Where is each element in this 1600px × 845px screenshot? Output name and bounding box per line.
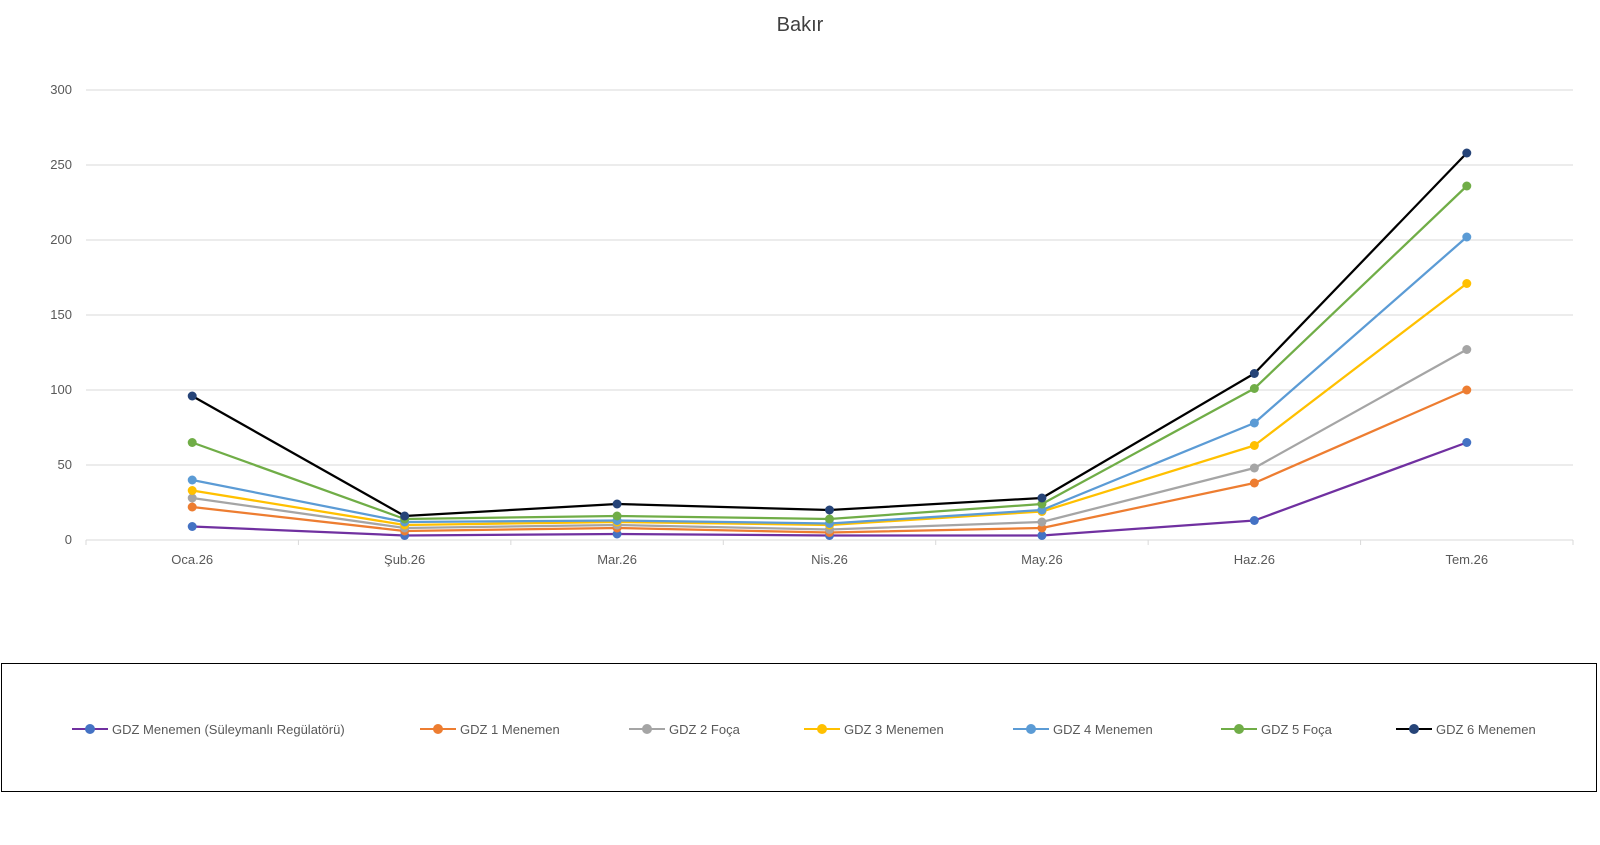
legend-swatch xyxy=(1221,721,1257,737)
data-point xyxy=(1462,438,1472,447)
data-point xyxy=(1249,384,1259,393)
data-point xyxy=(1037,531,1047,540)
data-point xyxy=(1249,441,1259,450)
legend-label: GDZ 4 Menemen xyxy=(1053,721,1153,737)
legend-item: GDZ Menemen (Süleymanlı Regülatörü) xyxy=(72,721,345,737)
data-point xyxy=(825,505,834,515)
series-line-7 xyxy=(191,152,1468,518)
legend-label: GDZ 6 Menemen xyxy=(1436,721,1536,737)
legend-label: GDZ Menemen (Süleymanlı Regülatörü) xyxy=(112,721,345,737)
data-point xyxy=(1037,517,1047,527)
x-tick-label: Haz.26 xyxy=(1234,552,1275,567)
data-point xyxy=(187,486,197,495)
legend-label: GDZ 3 Menemen xyxy=(844,721,944,737)
y-tick-label: 250 xyxy=(50,157,72,172)
y-tick-label: 300 xyxy=(50,82,72,97)
legend-swatch xyxy=(72,721,108,737)
data-point xyxy=(1249,369,1259,378)
legend-item: GDZ 5 Foça xyxy=(1221,721,1332,737)
data-point xyxy=(187,493,197,503)
data-point xyxy=(187,502,197,512)
legend-swatch xyxy=(804,721,840,737)
data-point xyxy=(825,514,834,524)
data-point xyxy=(187,522,197,531)
y-tick-label: 100 xyxy=(50,382,72,397)
data-point xyxy=(1462,181,1472,191)
x-tick-label: Mar.26 xyxy=(597,552,637,567)
legend-swatch xyxy=(420,721,456,737)
data-point xyxy=(187,475,197,485)
legend-item: GDZ 6 Menemen xyxy=(1396,721,1536,737)
x-tick-label: Oca.26 xyxy=(171,552,213,567)
series-line-5 xyxy=(191,236,1468,525)
chart-title: Bakır xyxy=(776,14,824,36)
data-point xyxy=(187,391,197,401)
legend-label: GDZ 2 Foça xyxy=(669,721,740,737)
legend-item: GDZ 4 Menemen xyxy=(1013,721,1153,737)
x-tick-label: Nis.26 xyxy=(811,552,848,567)
series-line-3 xyxy=(192,348,1468,531)
legend-swatch xyxy=(1396,721,1432,737)
data-point xyxy=(1249,418,1259,428)
legend-item: GDZ 1 Menemen xyxy=(420,721,560,737)
data-point xyxy=(400,511,410,521)
legend-label: GDZ 1 Menemen xyxy=(460,721,560,737)
legend-swatch xyxy=(629,721,665,737)
legend: GDZ Menemen (Süleymanlı Regülatörü) GDZ 1… xyxy=(1,663,1597,792)
x-tick-label: Tem.26 xyxy=(1445,552,1488,567)
y-tick-label: 50 xyxy=(58,457,72,472)
x-tick-label: Şub.26 xyxy=(384,552,425,567)
legend-label: GDZ 5 Foça xyxy=(1261,721,1332,737)
data-point xyxy=(1462,385,1472,395)
y-tick-label: 200 xyxy=(50,232,72,247)
legend-item: GDZ 2 Foça xyxy=(629,721,740,737)
data-point xyxy=(1037,493,1047,503)
data-point xyxy=(612,499,622,509)
y-tick-label: 0 xyxy=(65,532,72,547)
data-point xyxy=(187,438,197,447)
data-point xyxy=(612,511,622,521)
x-tick-label: May.26 xyxy=(1021,552,1063,567)
legend-swatch xyxy=(1013,721,1049,737)
data-point xyxy=(1462,232,1472,242)
data-point xyxy=(1249,463,1259,473)
data-point xyxy=(1249,478,1259,488)
data-point xyxy=(1462,345,1472,354)
legend-item: GDZ 3 Menemen xyxy=(804,721,944,737)
plot-area: 0 50 100 150 200 250 300 Oca.26 Şub.26 Mar.26 Nis.… xyxy=(50,82,1574,567)
data-point xyxy=(1462,279,1472,288)
y-tick-label: 150 xyxy=(50,307,72,322)
data-point xyxy=(1462,148,1472,158)
data-point xyxy=(1249,516,1259,525)
